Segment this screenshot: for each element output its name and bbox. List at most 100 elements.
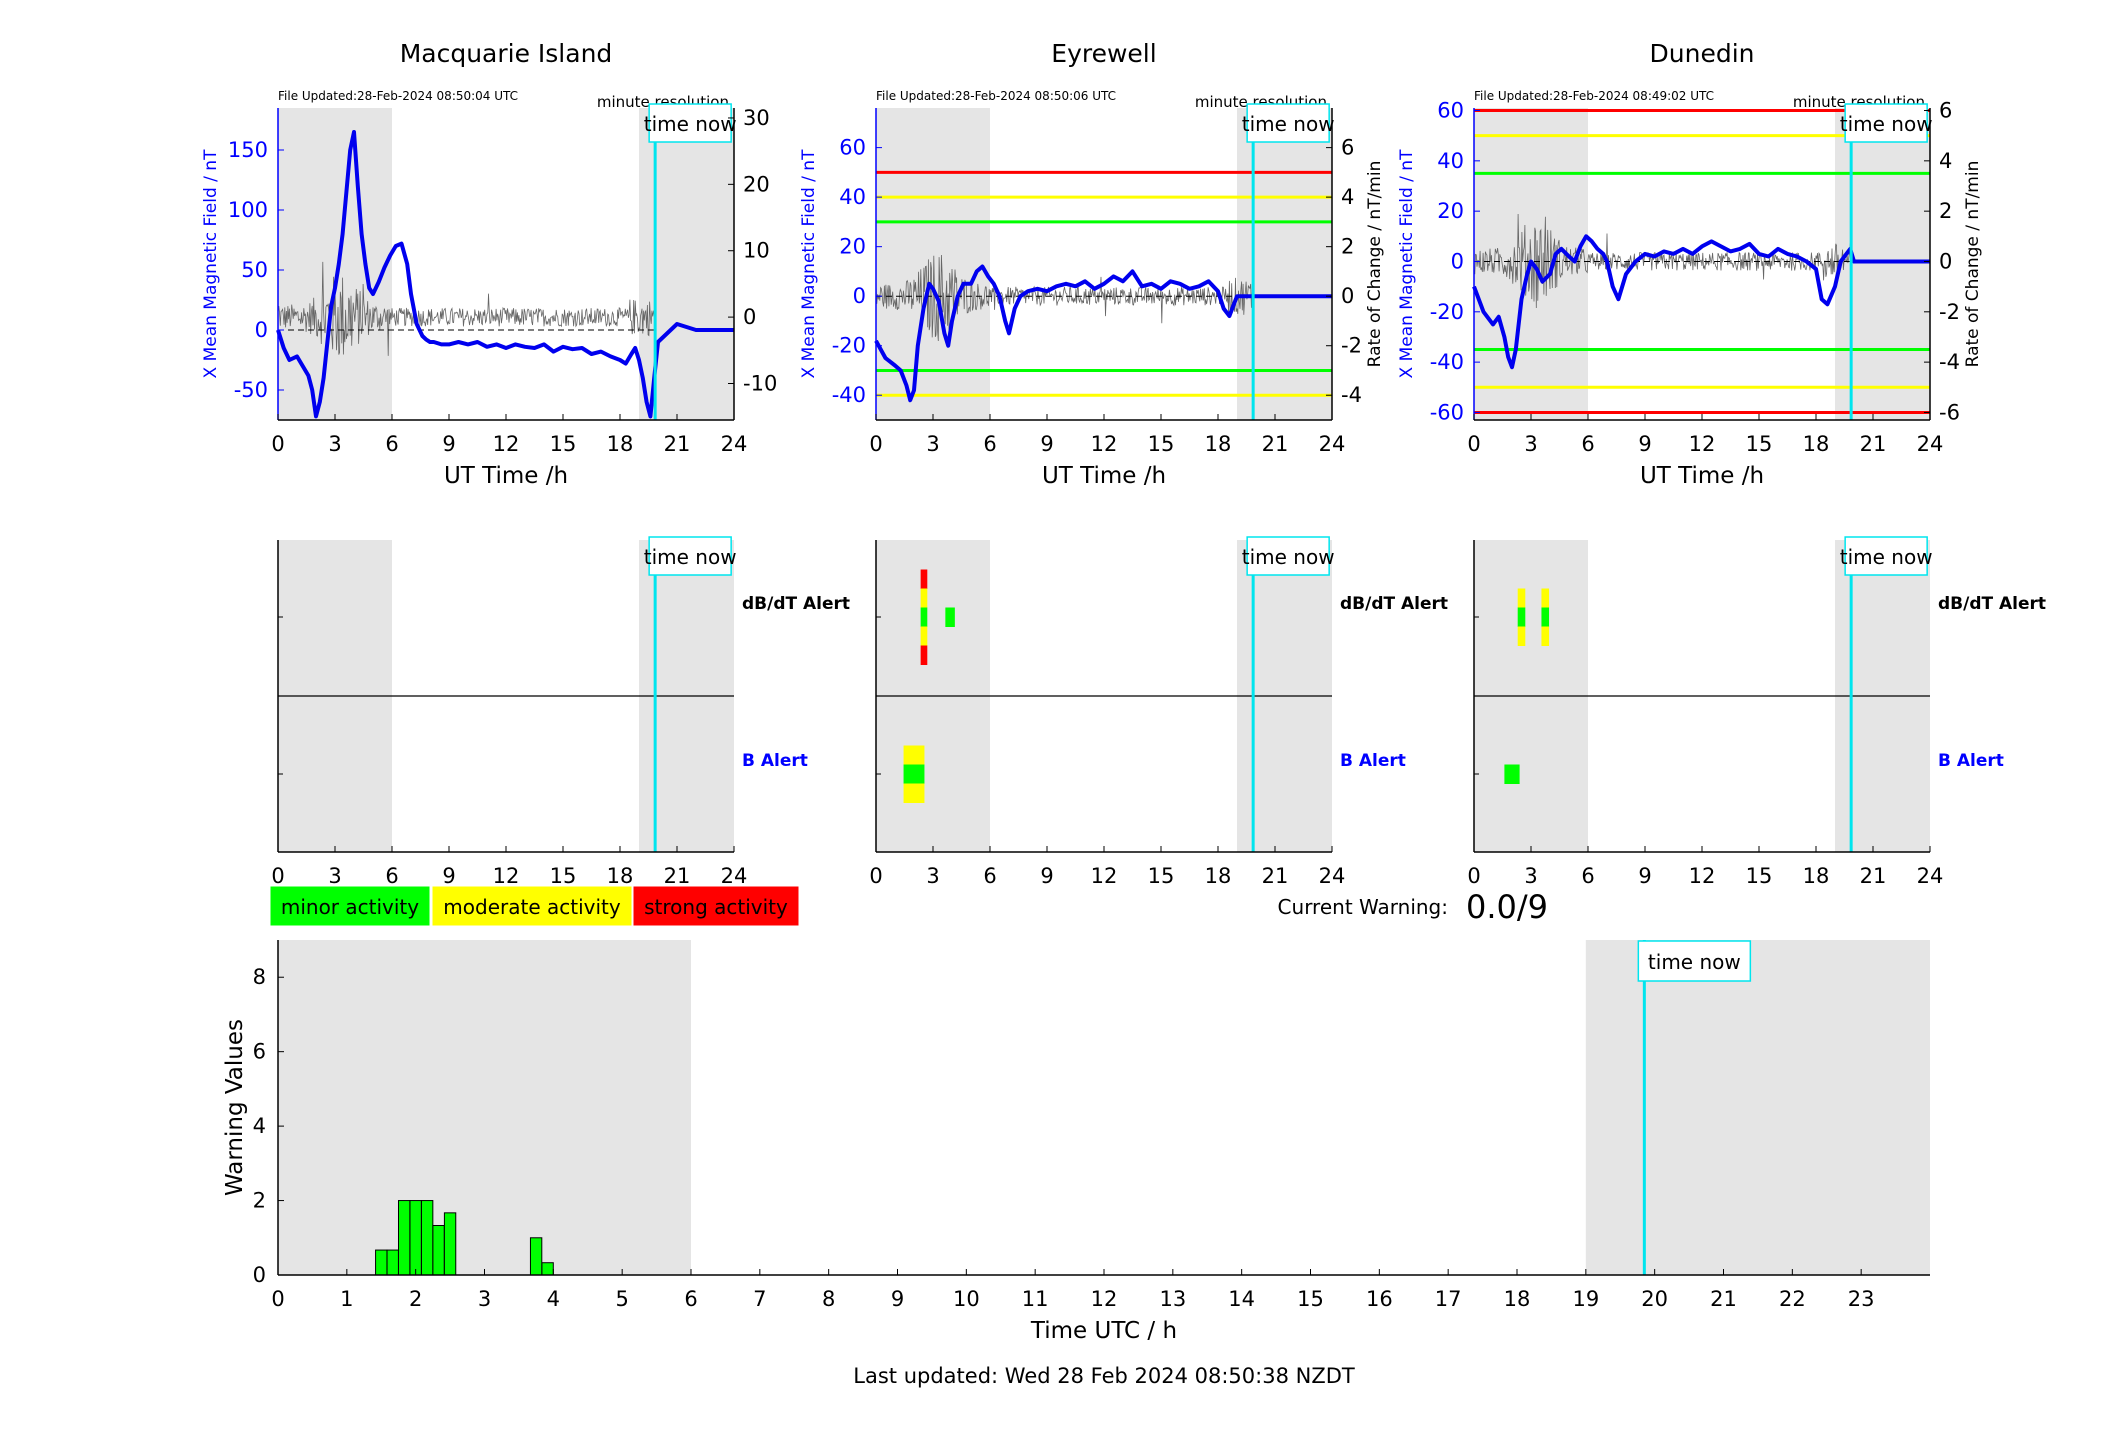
s2-x-tick-label-4: 12 <box>1689 432 1716 456</box>
warning-x-tick-label-2: 2 <box>409 1287 422 1311</box>
s0-x-tick-label-4: 12 <box>493 432 520 456</box>
s1-b-alert-label: B Alert <box>1340 751 1406 771</box>
s2-alert-x-tick-label-6: 18 <box>1803 864 1830 888</box>
warning-x-tick-label-10: 10 <box>953 1287 980 1311</box>
s0-alert-x-tick-label-1: 3 <box>328 864 341 888</box>
s1-left-tick-label-4: 40 <box>839 185 866 209</box>
s0-alert-x-tick-label-5: 15 <box>550 864 577 888</box>
s0-right-tick-label-3: 20 <box>743 172 770 196</box>
s1-alert-time-now-label: time now <box>1242 545 1335 569</box>
warning-x-tick-label-20: 20 <box>1641 1287 1668 1311</box>
s0-left-axis-title: X Mean Magnetic Field / nT <box>201 149 221 379</box>
warning-x-tick-label-7: 7 <box>753 1287 766 1311</box>
s1-right-tick-label-2: 0 <box>1341 284 1354 308</box>
warning-x-tick-label-0: 0 <box>271 1287 284 1311</box>
s1-x-tick-label-0: 0 <box>869 432 882 456</box>
s1-alert-x-tick-label-6: 18 <box>1205 864 1232 888</box>
warning-x-tick-label-1: 1 <box>340 1287 353 1311</box>
s1-x-axis-title: UT Time /h <box>1042 463 1166 489</box>
s2-left-tick-label-3: 0 <box>1451 249 1464 273</box>
s1-title: Eyrewell <box>1051 39 1156 68</box>
s0-alert-x-tick-label-0: 0 <box>271 864 284 888</box>
s1-alert-x-tick-label-2: 6 <box>983 864 996 888</box>
s2-left-tick-label-5: 40 <box>1437 149 1464 173</box>
s0-x-tick-label-6: 18 <box>607 432 634 456</box>
s0-x-tick-label-1: 3 <box>328 432 341 456</box>
s1-x-tick-label-8: 24 <box>1319 432 1346 456</box>
s0-b-alert-label: B Alert <box>742 751 808 771</box>
s1-rate-of-change-trace <box>875 254 1254 342</box>
s2-alert-bar-0-seg-2 <box>1517 626 1526 646</box>
warning-x-tick-label-21: 21 <box>1710 1287 1737 1311</box>
warning-x-tick-label-23: 23 <box>1848 1287 1875 1311</box>
warning-bar-4 <box>420 1200 434 1276</box>
s2-alert-bar-1-seg-2 <box>1541 626 1550 646</box>
s1-alert-x-tick-label-0: 0 <box>869 864 882 888</box>
s2-x-tick-label-0: 0 <box>1467 432 1480 456</box>
s2-time-now-box <box>1844 103 1928 143</box>
s1-left-axis-title: X Mean Magnetic Field / nT <box>799 149 819 379</box>
s1-x-tick-label-1: 3 <box>926 432 939 456</box>
s0-left-tick-label-4: 150 <box>228 138 268 162</box>
s0-file-updated: File Updated:28-Feb-2024 08:50:04 UTC <box>278 89 518 103</box>
current-warning-label: Current Warning: <box>1278 895 1448 919</box>
s0-right-tick-label-2: 10 <box>743 239 770 263</box>
warning-bar-8 <box>541 1262 554 1276</box>
warning-y-tick-label-0: 0 <box>253 1263 266 1287</box>
warning-night-shade-0 <box>278 940 691 1275</box>
s1-x-tick-label-6: 18 <box>1205 432 1232 456</box>
s0-left-tick-label-3: 100 <box>228 198 268 222</box>
s1-time-now-label: time now <box>1242 112 1335 136</box>
warning-x-tick-label-6: 6 <box>684 1287 697 1311</box>
warning-y-tick-label-3: 6 <box>253 1040 266 1064</box>
s2-time-now-label: time now <box>1840 112 1933 136</box>
s1-night-shade-1 <box>1237 108 1332 420</box>
warning-x-tick-label-12: 12 <box>1091 1287 1118 1311</box>
warning-x-tick-label-13: 13 <box>1159 1287 1186 1311</box>
s2-x-tick-label-7: 21 <box>1860 432 1887 456</box>
s1-alert-bar-0-seg-1 <box>920 588 928 608</box>
s0-x-tick-label-0: 0 <box>271 432 284 456</box>
warning-x-axis-title: Time UTC / h <box>1030 1318 1177 1344</box>
s0-field-series <box>276 130 734 419</box>
s0-alert-x-tick-label-3: 9 <box>442 864 455 888</box>
s1-right-tick-label-1: -2 <box>1341 334 1362 358</box>
s2-file-updated: File Updated:28-Feb-2024 08:49:02 UTC <box>1474 89 1714 103</box>
s0-alert-time-now-box <box>648 536 732 576</box>
warning-x-tick-label-9: 9 <box>891 1287 904 1311</box>
s0-alert-x-tick-label-6: 18 <box>607 864 634 888</box>
s0-alert-x-tick-label-8: 24 <box>721 864 748 888</box>
s2-dbdt-alert-label: dB/dT Alert <box>1938 594 2046 614</box>
s2-x-tick-label-3: 9 <box>1638 432 1651 456</box>
s1-alert-x-tick-label-5: 15 <box>1148 864 1175 888</box>
s2-alert-bar-0-seg-1 <box>1517 607 1526 627</box>
s2-right-tick-label-3: 0 <box>1939 249 1952 273</box>
s1-left-tick-label-2: 0 <box>853 284 866 308</box>
s1-left-tick-label-0: -40 <box>832 383 866 407</box>
s2-alert-x-tick-label-0: 0 <box>1467 864 1480 888</box>
s2-left-tick-label-0: -60 <box>1430 400 1464 424</box>
s1-right-tick-label-5: 6 <box>1341 136 1354 160</box>
s2-alert-bar-0-seg-0 <box>1517 588 1526 608</box>
s2-x-axis-title: UT Time /h <box>1640 463 1764 489</box>
s0-alert-time-now-label: time now <box>644 545 737 569</box>
legend-label-0: minor activity <box>281 895 419 919</box>
s2-alert-time-now-label: time now <box>1840 545 1933 569</box>
s1-right-tick-label-4: 4 <box>1341 185 1354 209</box>
s0-left-tick-label-1: 0 <box>255 318 268 342</box>
s1-alert-bar-2-seg-1 <box>903 764 925 784</box>
warning-bar-2 <box>397 1200 411 1276</box>
s1-right-tick-label-0: -4 <box>1341 383 1362 407</box>
warning-time-now-label: time now <box>1648 950 1741 974</box>
s2-x-tick-label-5: 15 <box>1746 432 1773 456</box>
s2-right-tick-label-0: -6 <box>1939 400 1960 424</box>
s2-alert-bar-2-seg-0 <box>1504 764 1520 784</box>
s2-right-tick-label-2: -2 <box>1939 300 1960 324</box>
s2-title: Dunedin <box>1650 39 1755 68</box>
s1-field-series <box>874 264 1332 403</box>
s0-x-axis-title: UT Time /h <box>444 463 568 489</box>
warning-bar-6 <box>443 1212 457 1276</box>
s0-left-tick-label-0: -50 <box>234 378 268 402</box>
s2-night-shade-1 <box>1835 108 1930 420</box>
